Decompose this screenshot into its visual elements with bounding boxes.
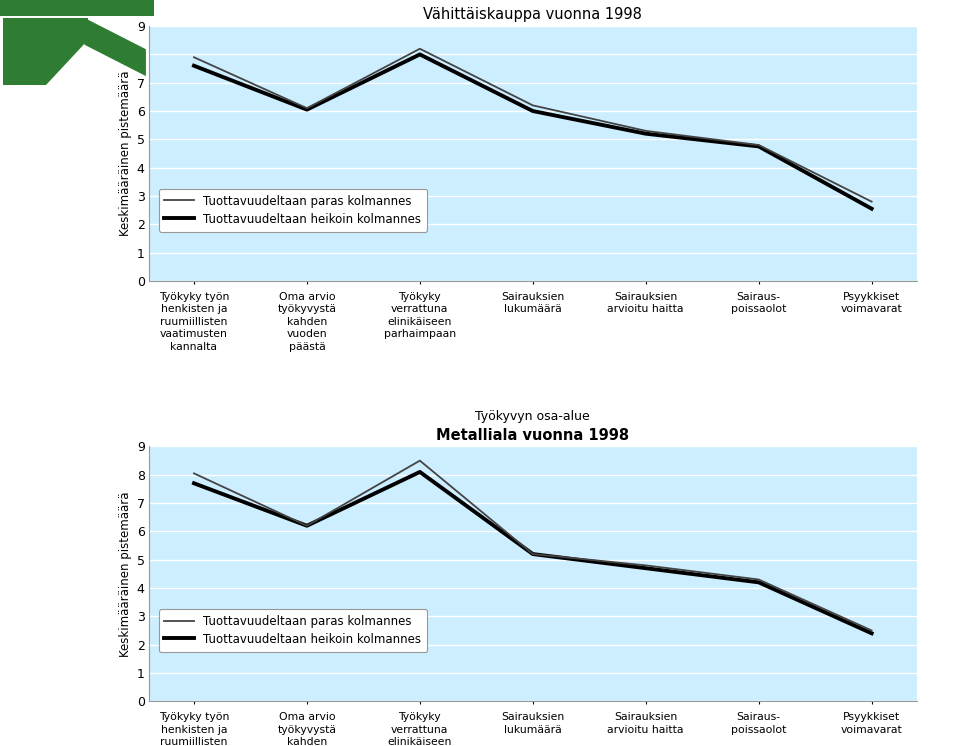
Legend: Tuottavuudeltaan paras kolmannes, Tuottavuudeltaan heikoin kolmannes: Tuottavuudeltaan paras kolmannes, Tuotta… (158, 189, 427, 232)
X-axis label: Työkyvyn osa-alue: Työkyvyn osa-alue (475, 410, 590, 423)
Title: Vähittäiskauppa vuonna 1998: Vähittäiskauppa vuonna 1998 (423, 7, 642, 22)
Bar (0, 0, 154, 16)
Polygon shape (46, 40, 87, 85)
Y-axis label: Keskimääräinen pistemäärä: Keskimääräinen pistemäärä (119, 71, 132, 236)
Title: Metalliala vuonna 1998: Metalliala vuonna 1998 (436, 427, 630, 442)
Y-axis label: Keskimääräinen pistemäärä: Keskimääräinen pistemäärä (119, 491, 132, 656)
Polygon shape (84, 18, 146, 76)
Bar (3, 18, 87, 85)
Legend: Tuottavuudeltaan paras kolmannes, Tuottavuudeltaan heikoin kolmannes: Tuottavuudeltaan paras kolmannes, Tuotta… (158, 609, 427, 652)
